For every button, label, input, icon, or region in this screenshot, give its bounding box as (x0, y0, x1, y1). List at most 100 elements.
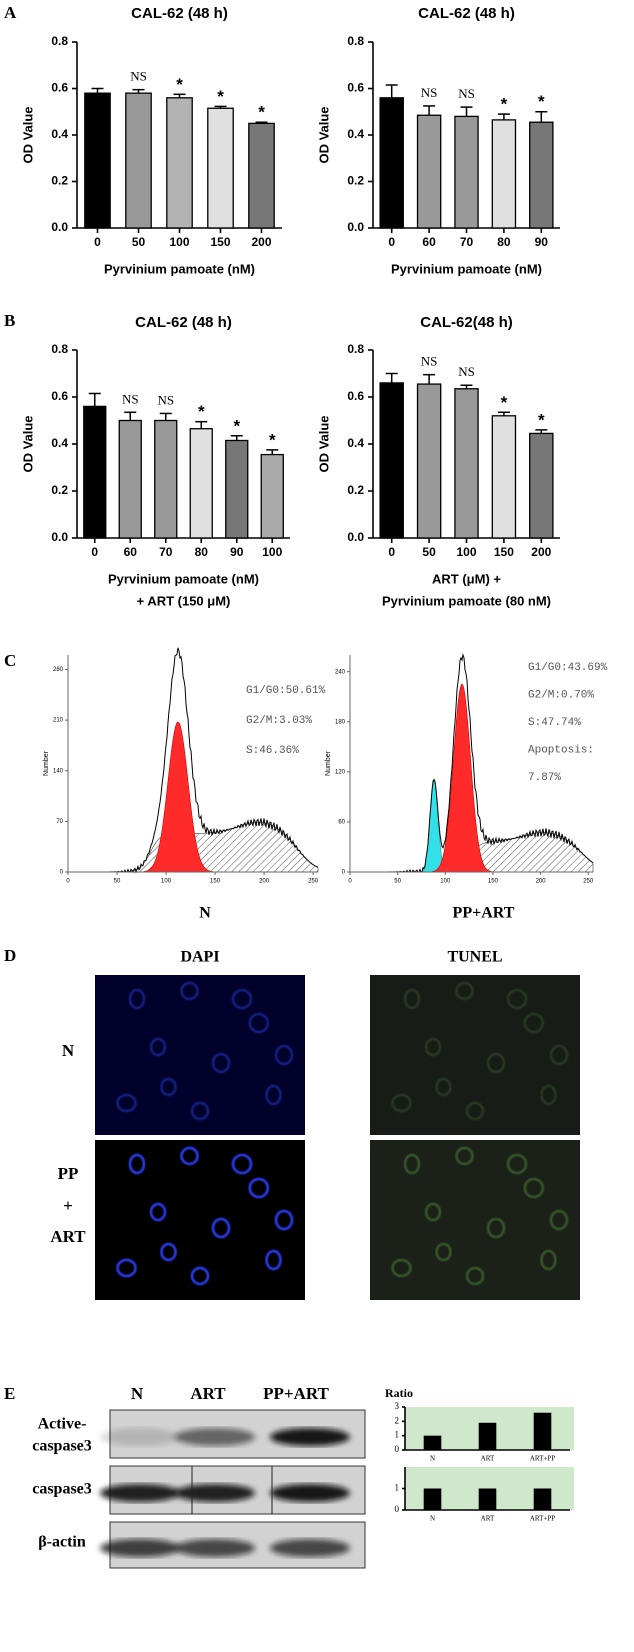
cell-nucleus (424, 1037, 442, 1057)
x-tick-label: 50 (422, 545, 436, 559)
significance-label: * (176, 75, 183, 94)
bar (379, 382, 404, 539)
bar (189, 428, 213, 539)
bar (125, 92, 152, 229)
x-tick-label: 50 (132, 235, 146, 249)
y-tick-label: 2 (395, 1415, 400, 1425)
cell-nucleus (265, 1084, 282, 1106)
cell-nucleus (180, 981, 199, 1001)
cell-nucleus (506, 988, 528, 1010)
x-tick-label: 0 (388, 545, 395, 559)
cell-nucleus (128, 1153, 146, 1175)
cell-nucleus (248, 1012, 270, 1034)
y-axis-label: OD Value (20, 415, 35, 472)
significance-label: NS (458, 86, 475, 101)
bar (491, 119, 517, 229)
panel-label: E (4, 1384, 15, 1403)
cell-nucleus (391, 1258, 412, 1278)
x-tick-label: 200 (259, 879, 270, 885)
cell-nucleus (116, 1258, 137, 1278)
significance-label: * (538, 92, 545, 111)
significance-label: NS (421, 354, 438, 369)
cell-cycle-text: G1/G0:43.69% (528, 662, 608, 674)
y-tick-label: 0.6 (347, 389, 364, 403)
y-tick-label: 240 (335, 669, 346, 675)
blot-band (175, 1428, 255, 1446)
bar (454, 115, 479, 229)
column-label: DAPI (180, 949, 219, 966)
x-axis-label: Pyrvinium pamoate (80 nM) (382, 593, 551, 608)
cell-nucleus (523, 1012, 545, 1034)
lane-label: PP+ART (263, 1384, 329, 1403)
x-tick-label: 70 (159, 545, 173, 559)
cell-nucleus (540, 1084, 557, 1106)
y-tick-label: 0.8 (347, 34, 364, 48)
bar (478, 1488, 497, 1510)
x-tick-label: 50 (114, 879, 121, 885)
bar (533, 1412, 552, 1450)
cell-nucleus (149, 1037, 167, 1057)
cell-nucleus (180, 1146, 199, 1166)
bar (166, 97, 193, 229)
x-axis-label: ART (μM) + (432, 571, 501, 586)
bar (83, 405, 107, 539)
blot-row-label: Active- (38, 1416, 87, 1433)
y-tick-label: 0.4 (347, 436, 364, 450)
blot-band (270, 1484, 350, 1502)
significance-label: * (501, 95, 508, 114)
cell-nucleus (424, 1202, 442, 1222)
x-tick-label: 250 (308, 879, 319, 885)
column-label: TUNEL (447, 949, 502, 966)
significance-label: NS (458, 364, 475, 379)
x-tick-label: 150 (494, 545, 514, 559)
y-tick-label: 0.4 (347, 127, 364, 141)
x-tick-label: 0 (94, 235, 101, 249)
significance-label: * (501, 393, 508, 412)
significance-label: * (258, 103, 265, 122)
y-tick-label: 140 (53, 768, 64, 774)
cell-nucleus (455, 1146, 474, 1166)
y-tick-label: 210 (53, 718, 64, 724)
x-tick-label: 150 (210, 879, 221, 885)
x-tick-label: N (430, 1455, 435, 1463)
y-axis-label: OD Value (316, 106, 331, 163)
y-tick-label: 280 (53, 667, 64, 673)
bar (416, 383, 442, 539)
cell-cycle-text: 7.87% (528, 772, 561, 784)
cell-nucleus (211, 1217, 231, 1239)
significance-label: * (269, 430, 276, 449)
y-tick-label: 0.8 (51, 342, 68, 356)
y-axis-label: OD Value (20, 106, 35, 163)
x-tick-label: 100 (456, 545, 476, 559)
y-tick-label: 0 (395, 1444, 400, 1454)
bar (423, 1435, 442, 1450)
cell-nucleus (116, 1093, 137, 1113)
significance-label: * (233, 416, 240, 435)
blot-band (100, 1428, 180, 1446)
bar (416, 114, 442, 229)
blot-row-label: caspase3 (32, 1438, 92, 1455)
y-tick-label: 0.0 (51, 220, 68, 234)
x-tick-label: 0 (91, 545, 98, 559)
x-tick-label: ART (481, 1455, 495, 1463)
y-tick-label: 0.2 (51, 174, 68, 188)
y-tick-label: 0.6 (51, 81, 68, 95)
x-tick-label: 200 (251, 235, 271, 249)
x-tick-label: 80 (195, 545, 209, 559)
row-label: + (63, 1196, 73, 1215)
y-tick-label: 0.4 (51, 436, 68, 450)
x-tick-label: 0 (348, 879, 352, 885)
y-tick-label: 0.6 (51, 389, 68, 403)
row-label: ART (50, 1227, 86, 1246)
cell-nucleus (160, 1242, 177, 1262)
cell-nucleus (149, 1202, 167, 1222)
y-tick-label: 0.0 (347, 220, 364, 234)
cell-nucleus (486, 1052, 506, 1074)
chart-title: CAL-62 (48 h) (131, 5, 228, 22)
bar (248, 122, 275, 229)
bar (379, 97, 404, 229)
blot-band (100, 1484, 180, 1502)
x-tick-label: 0 (66, 879, 70, 885)
cell-nucleus (248, 1177, 270, 1199)
